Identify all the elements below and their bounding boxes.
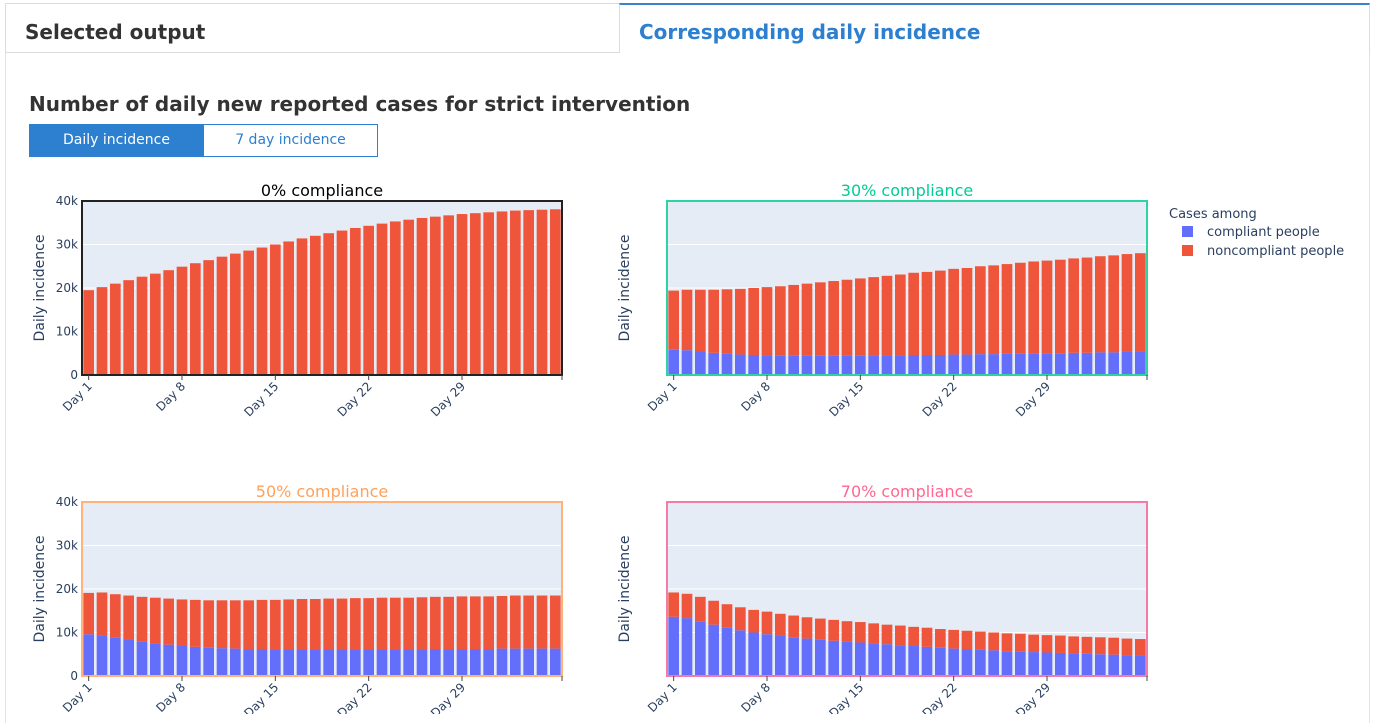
tab-daily-incidence[interactable]: Corresponding daily incidence (619, 3, 1370, 53)
tab-selected-output[interactable]: Selected output (5, 3, 619, 53)
daily-incidence-button[interactable]: Daily incidence (29, 124, 204, 157)
tab-bar: Selected output Corresponding daily inci… (5, 3, 1370, 55)
seven-day-incidence-button[interactable]: 7 day incidence (203, 124, 378, 157)
tab-content-panel (5, 53, 1370, 723)
tab-selected-output-label: Selected output (25, 20, 206, 44)
tab-daily-incidence-label: Corresponding daily incidence (639, 20, 981, 44)
page-heading: Number of daily new reported cases for s… (29, 92, 691, 116)
